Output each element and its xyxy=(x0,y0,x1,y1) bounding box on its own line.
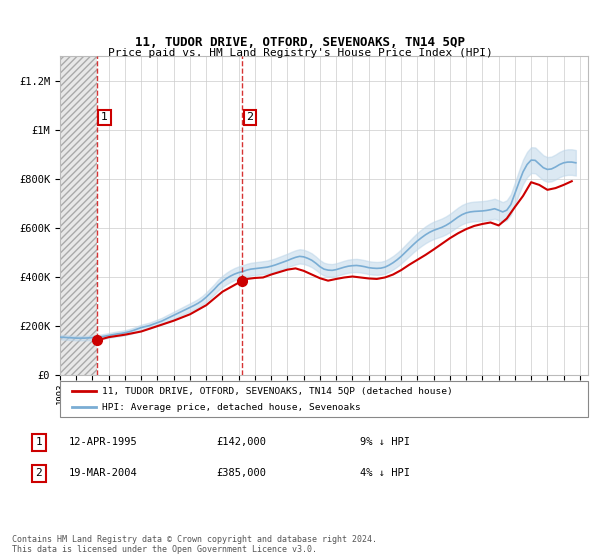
Text: 2: 2 xyxy=(247,113,253,123)
Text: 1: 1 xyxy=(35,437,43,447)
Text: Price paid vs. HM Land Registry's House Price Index (HPI): Price paid vs. HM Land Registry's House … xyxy=(107,48,493,58)
Text: 11, TUDOR DRIVE, OTFORD, SEVENOAKS, TN14 5QP (detached house): 11, TUDOR DRIVE, OTFORD, SEVENOAKS, TN14… xyxy=(102,386,453,395)
Text: 11, TUDOR DRIVE, OTFORD, SEVENOAKS, TN14 5QP: 11, TUDOR DRIVE, OTFORD, SEVENOAKS, TN14… xyxy=(135,35,465,49)
Text: Contains HM Land Registry data © Crown copyright and database right 2024.
This d: Contains HM Land Registry data © Crown c… xyxy=(12,535,377,554)
Text: £142,000: £142,000 xyxy=(216,437,266,447)
Text: 9% ↓ HPI: 9% ↓ HPI xyxy=(360,437,410,447)
Text: HPI: Average price, detached house, Sevenoaks: HPI: Average price, detached house, Seve… xyxy=(102,403,361,412)
Text: 19-MAR-2004: 19-MAR-2004 xyxy=(69,468,138,478)
Text: 2: 2 xyxy=(35,468,43,478)
Text: 1: 1 xyxy=(101,113,108,123)
Text: 4% ↓ HPI: 4% ↓ HPI xyxy=(360,468,410,478)
Text: £385,000: £385,000 xyxy=(216,468,266,478)
Text: 12-APR-1995: 12-APR-1995 xyxy=(69,437,138,447)
Bar xyxy=(60,56,97,375)
